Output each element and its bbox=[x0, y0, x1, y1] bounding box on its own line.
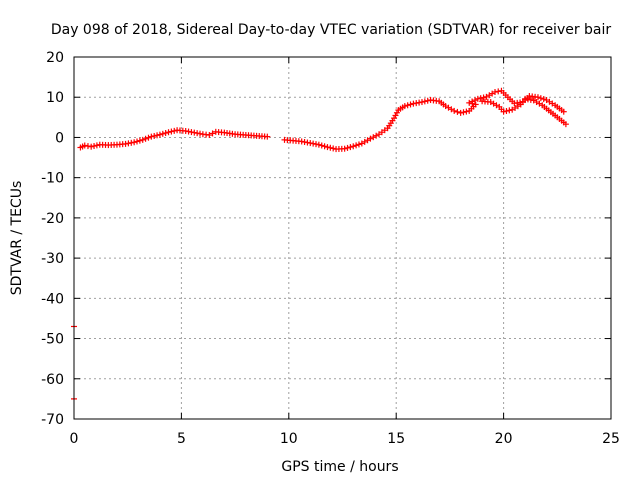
y-tick-label: -50 bbox=[41, 332, 64, 348]
y-axis-label: SDTVAR / TECUs bbox=[9, 181, 25, 296]
plot-frame bbox=[73, 56, 612, 420]
x-tick-label: 25 bbox=[602, 431, 620, 447]
x-tick-label: 0 bbox=[70, 431, 79, 447]
y-tick-label: -20 bbox=[41, 211, 64, 227]
x-tick-label: 15 bbox=[387, 431, 405, 447]
y-tick-label: -10 bbox=[41, 171, 64, 187]
x-axis-label: GPS time / hours bbox=[281, 459, 398, 475]
chart-title: Day 098 of 2018, Sidereal Day-to-day VTE… bbox=[51, 22, 612, 38]
x-tick-label: 5 bbox=[177, 431, 186, 447]
y-tick-label: -40 bbox=[41, 291, 64, 307]
x-tick-label: 10 bbox=[280, 431, 298, 447]
data-points bbox=[71, 87, 569, 400]
y-tick-label: 0 bbox=[55, 130, 64, 146]
tick-labels: 0 5 10 15 20 25 20 10 0 -10 -20 -30 -40 -50 -60 -70 bbox=[41, 50, 620, 447]
y-tick-label: -30 bbox=[41, 251, 64, 267]
y-tick-label: 20 bbox=[46, 50, 64, 66]
grid-lines bbox=[74, 57, 611, 419]
y-tick-label: -70 bbox=[41, 412, 64, 428]
axis-ticks bbox=[73, 56, 612, 420]
y-tick-label: -60 bbox=[41, 372, 64, 388]
x-tick-label: 20 bbox=[495, 431, 513, 447]
y-tick-label: 10 bbox=[46, 90, 64, 106]
